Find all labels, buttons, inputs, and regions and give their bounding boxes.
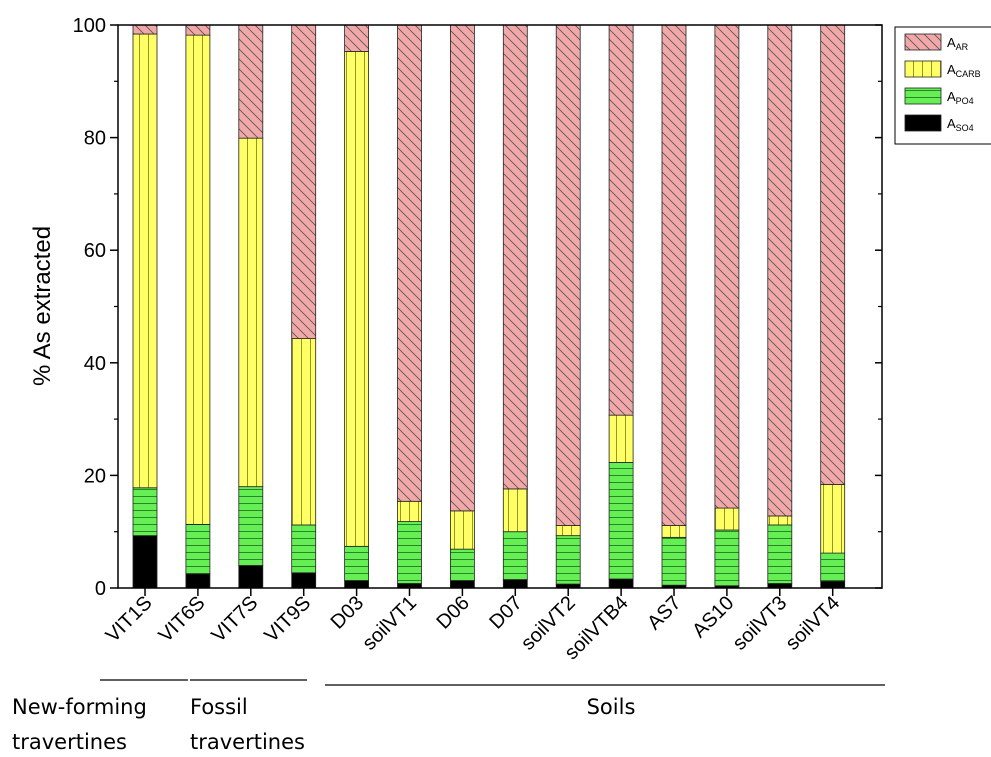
bar-soilVT4-PO4 [821,553,845,581]
bar-soilVT3-CARB [768,516,792,525]
bar-AS10-PO4 [715,530,739,586]
bar-VIT7S-PO4 [239,487,263,566]
bar-D06-SO4 [450,581,474,588]
bar-VIT1S-PO4 [133,488,157,536]
bar-VIT1S-CARB [133,34,157,488]
legend-swatch-SO4 [905,115,941,131]
legend-swatch-CARB [905,61,941,77]
bar-VIT9S-AR [292,25,316,339]
bar-soilVTB4-SO4 [609,579,633,588]
group-label-0-line-0: New-forming [12,695,147,719]
bar-soilVT1-AR [398,25,422,501]
group-label-1-line-0: Fossil [190,695,248,719]
bar-D07-AR [503,25,527,489]
bar-soilVT1-CARB [398,501,422,521]
x-tick-label-VIT9S: VIT9S [260,592,315,647]
bar-soilVT4-SO4 [821,581,845,588]
bar-D06-AR [450,25,474,511]
y-tick-label-100: 100 [73,15,106,37]
bar-VIT9S-CARB [292,339,316,525]
bar-soilVT1-PO4 [398,522,422,584]
bar-VIT1S-SO4 [133,536,157,588]
bar-soilVT3-AR [768,25,792,516]
bar-soilVT3-PO4 [768,525,792,584]
bar-VIT9S-PO4 [292,525,316,573]
x-tick-label-D07: D07 [485,592,527,634]
bar-soilVT4-CARB [821,484,845,553]
bar-D07-SO4 [503,580,527,588]
y-tick-label-40: 40 [84,353,106,375]
group-label-2-line-0: Soils [587,695,636,719]
bar-VIT6S-CARB [186,35,210,524]
bar-AS10-AR [715,25,739,508]
x-tick-label-D03: D03 [327,592,369,634]
bar-soilVTB4-PO4 [609,462,633,579]
bar-VIT6S-SO4 [186,574,210,588]
group-label-0-line-1: travertines [12,730,127,754]
group-label-1-line-1: travertines [190,730,305,754]
y-tick-label-0: 0 [95,578,106,600]
bar-VIT7S-CARB [239,138,263,486]
bar-VIT6S-PO4 [186,524,210,574]
legend-swatch-AR [905,34,941,50]
bar-soilVT2-PO4 [556,536,580,584]
bar-D07-PO4 [503,532,527,580]
x-tick-label-VIT7S: VIT7S [207,592,262,647]
bar-soilVTB4-AR [609,25,633,415]
bar-VIT7S-SO4 [239,565,263,588]
bar-soilVT4-AR [821,25,845,484]
bar-soilVT2-CARB [556,526,580,536]
bar-D07-CARB [503,489,527,532]
bar-soilVTB4-CARB [609,415,633,462]
bar-D06-CARB [450,511,474,549]
bar-VIT9S-SO4 [292,573,316,588]
x-tick-label-soilVT3: soilVT3 [729,592,792,655]
y-tick-label-20: 20 [84,465,106,487]
bar-D03-PO4 [345,546,369,580]
bar-D03-SO4 [345,581,369,588]
bar-AS7-CARB [662,526,686,538]
bar-D03-AR [345,25,369,51]
bar-VIT1S-AR [133,25,157,34]
bar-AS7-AR [662,25,686,526]
bar-D06-PO4 [450,549,474,581]
bar-soilVT2-AR [556,25,580,526]
bars-layer [133,25,845,588]
x-tick-label-VIT1S: VIT1S [102,592,157,647]
y-axis-label: % As extracted [29,226,56,386]
bar-AS7-PO4 [662,537,686,585]
y-tick-label-60: 60 [84,240,106,262]
x-tick-label-AS7: AS7 [643,592,685,634]
legend-swatch-PO4 [905,88,941,104]
x-tick-label-soilVT4: soilVT4 [782,592,845,655]
bar-VIT6S-AR [186,25,210,35]
x-tick-label-AS10: AS10 [688,592,738,642]
bar-D03-CARB [345,51,369,546]
y-tick-label-80: 80 [84,128,106,150]
group-annotations: New-forming travertines Fossil travertines S… [12,680,885,754]
x-tick-label-D06: D06 [432,592,474,634]
x-tick-label-soilVT1: soilVT1 [358,592,421,655]
bar-AS10-CARB [715,508,739,530]
x-tick-label-VIT6S: VIT6S [155,592,210,647]
bar-VIT7S-AR [239,25,263,138]
